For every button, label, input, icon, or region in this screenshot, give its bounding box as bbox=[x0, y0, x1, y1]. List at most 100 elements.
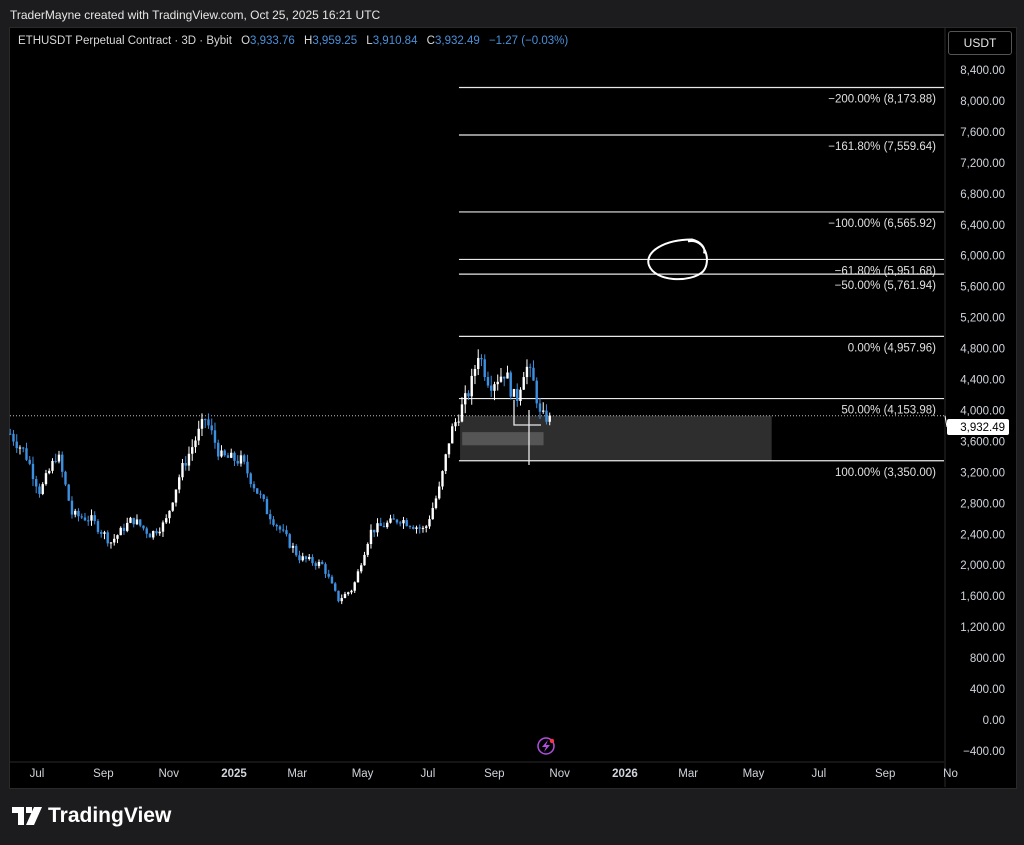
candle bbox=[12, 430, 15, 446]
candle-body bbox=[239, 455, 243, 464]
candle bbox=[512, 388, 516, 397]
hand-drawn-circle bbox=[647, 238, 708, 281]
candle-body bbox=[155, 531, 158, 534]
candle bbox=[15, 434, 18, 453]
candle bbox=[291, 542, 295, 553]
fib-level-label: 0.00% (4,957.96) bbox=[848, 342, 936, 354]
candle bbox=[262, 493, 265, 502]
candle bbox=[532, 360, 535, 381]
candle-body bbox=[386, 522, 389, 528]
candle-body bbox=[194, 440, 197, 448]
candle bbox=[174, 489, 178, 507]
time-axis-label: Nov bbox=[159, 768, 180, 780]
candle-body bbox=[252, 484, 256, 489]
candle bbox=[61, 451, 64, 478]
candle-body bbox=[282, 529, 285, 531]
candle bbox=[542, 402, 545, 414]
candle-body bbox=[353, 582, 356, 591]
candle bbox=[161, 520, 165, 537]
price-axis-label: 1,600.00 bbox=[960, 591, 1005, 603]
candle bbox=[298, 550, 301, 564]
candle bbox=[272, 516, 275, 527]
candle-body bbox=[522, 377, 525, 390]
candle bbox=[28, 456, 31, 466]
time-axis-label: No bbox=[943, 768, 958, 780]
price-axis-label: 2,800.00 bbox=[960, 498, 1005, 510]
candle bbox=[483, 354, 486, 381]
candle bbox=[119, 526, 122, 536]
price-axis-label: 2,000.00 bbox=[960, 560, 1005, 572]
candle-body bbox=[535, 380, 538, 404]
candle-body bbox=[139, 519, 142, 526]
candle bbox=[259, 490, 262, 499]
chart-credit: TraderMayne created with TradingView.com… bbox=[10, 8, 381, 22]
candle bbox=[31, 456, 35, 487]
fib-level-label: −61.80% (5,951.68) bbox=[835, 265, 937, 277]
candle-body bbox=[171, 502, 174, 511]
price-axis-label: 4,000.00 bbox=[960, 405, 1005, 417]
currency-button[interactable]: USDT bbox=[948, 31, 1012, 55]
candle-body bbox=[262, 494, 265, 499]
candle-body bbox=[295, 545, 298, 556]
candle-body bbox=[415, 527, 418, 529]
candle-body bbox=[246, 461, 249, 474]
candle-body bbox=[467, 393, 470, 397]
candle-body bbox=[493, 384, 496, 391]
candle-body bbox=[473, 369, 477, 376]
candle-body bbox=[454, 422, 457, 427]
candle bbox=[269, 509, 272, 525]
candle-body bbox=[165, 518, 168, 523]
candle bbox=[438, 481, 441, 500]
candle bbox=[506, 365, 509, 379]
candle bbox=[386, 520, 389, 529]
tradingview-footer[interactable]: TradingView bbox=[12, 804, 171, 828]
candle bbox=[145, 526, 148, 539]
chart-frame bbox=[9, 27, 1017, 789]
price-axis-label: 4,800.00 bbox=[960, 344, 1005, 356]
footer-logo-text: TradingView bbox=[48, 804, 172, 827]
candle-body bbox=[106, 532, 109, 544]
candle bbox=[207, 413, 210, 429]
candle bbox=[477, 349, 480, 376]
candle bbox=[360, 563, 363, 574]
candle-body bbox=[340, 598, 343, 602]
candle bbox=[90, 509, 93, 526]
time-axis-label: Jul bbox=[421, 768, 436, 780]
candle bbox=[353, 581, 356, 594]
candle-body bbox=[434, 498, 438, 508]
candle-body bbox=[44, 473, 48, 485]
candle-body bbox=[373, 529, 376, 533]
candle bbox=[343, 591, 347, 599]
candle-body bbox=[356, 571, 360, 583]
candle-body bbox=[460, 404, 464, 422]
time-axis-label: Sep bbox=[93, 768, 113, 780]
candle bbox=[275, 523, 278, 531]
candle-body bbox=[230, 452, 233, 458]
candle-body bbox=[80, 516, 83, 518]
lightning-icon[interactable] bbox=[537, 737, 555, 755]
candle bbox=[447, 443, 451, 458]
candle-body bbox=[399, 522, 402, 524]
candle-body bbox=[457, 421, 460, 423]
time-axis-label: 2026 bbox=[612, 768, 638, 780]
time-axis-label: Jul bbox=[811, 768, 826, 780]
candle bbox=[252, 481, 256, 492]
symbol-title[interactable]: ETHUSDT Perpetual Contract · 3D · Bybit bbox=[18, 35, 232, 47]
lightning-icon-ring bbox=[537, 737, 555, 755]
candle-body bbox=[330, 576, 334, 584]
candle bbox=[304, 555, 308, 563]
candle bbox=[434, 495, 438, 510]
price-axis-label: 6,800.00 bbox=[960, 189, 1005, 201]
candle bbox=[57, 450, 61, 464]
candle-body bbox=[93, 515, 96, 522]
symbol-legend: ETHUSDT Perpetual Contract · 3D · Bybit … bbox=[18, 35, 568, 47]
candle-body bbox=[506, 372, 509, 379]
candle-body bbox=[525, 366, 529, 378]
candle-body bbox=[421, 527, 425, 529]
candle-body bbox=[161, 522, 165, 532]
price-axis-label: 8,000.00 bbox=[960, 96, 1005, 108]
candle bbox=[249, 472, 252, 488]
low-value: 3,910.84 bbox=[372, 35, 418, 47]
candle bbox=[545, 404, 548, 425]
